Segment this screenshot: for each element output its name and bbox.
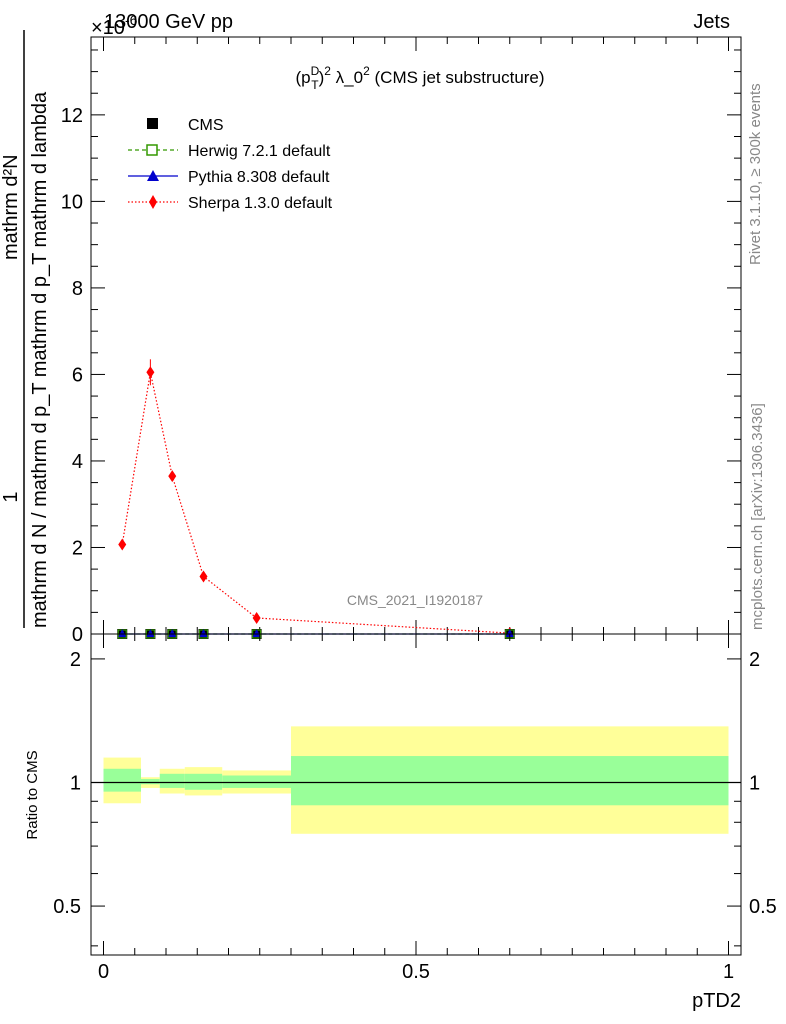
ratio-y-tick-label-right: 2 [749,649,760,671]
legend-sherpa-marker [149,195,157,209]
ratio-inner-band [222,775,291,788]
x-tick-label: 0.5 [402,961,430,983]
ylabel-numerator: 1 [0,491,22,502]
ratio-inner-band [141,778,160,785]
ratio-y-tick-label-right: 0.5 [749,896,777,918]
mcplots-label: mcplots.cern.ch [arXiv:1306.3436] [749,403,766,630]
y-tick-label: 8 [72,278,83,300]
pythia-point [118,629,127,637]
ratio-y-tick-label-left: 0.5 [53,896,81,918]
sherpa-point [118,538,127,551]
rivet-label: Rivet 3.1.10, ≥ 300k events [747,83,764,265]
sherpa-point [199,570,208,583]
main-y-tick-labels: 0 2 4 6 8 10 12 [61,105,83,646]
ylabel-top: mathrm d²N [0,154,22,260]
legend: CMS Herwig 7.2.1 default Pythia 8.308 de… [128,117,333,212]
main-y-axis-label: 1 mathrm d N / mathrm d p_T mathrm d p_T… [0,30,51,628]
ratio-y-tick-labels: 0.5 0.5 1 1 2 2 [53,649,777,918]
x-tick-label: 1 [723,961,734,983]
y-tick-label: 0 [72,624,83,646]
ratio-inner-band [103,768,141,792]
y-tick-label: 2 [72,537,83,559]
x-tick-labels: 0 0.5 1 [98,961,734,983]
pythia-point [146,629,155,637]
header-left: 13000 GeV pp [104,11,233,33]
exponent-label: ×10-6 [91,12,138,39]
legend-herwig-label: Herwig 7.2.1 default [188,143,331,160]
x-axis-label: pTD2 [692,990,741,1012]
ratio-y-tick-label-right: 1 [749,772,760,794]
legend-cms-label: CMS [188,117,224,134]
ratio-y-axis-label: Ratio to CMS [24,750,41,839]
ratio-inner-band [184,773,223,790]
ratio-y-tick-label-left: 1 [70,772,81,794]
pythia-point [252,629,261,637]
sherpa-line [121,372,510,634]
ratio-inner-band [291,756,729,806]
pythia-point [505,629,514,637]
legend-sherpa-label: Sherpa 1.3.0 default [188,195,333,212]
ratio-y-tick-label-left: 2 [70,649,81,671]
sherpa-point [252,611,261,624]
y-tick-label: 10 [61,191,83,213]
legend-pythia-label: Pythia 8.308 default [188,169,330,186]
ratio-bands-layer [91,726,741,834]
ratio-inner-band [159,773,185,788]
legend-pythia-marker [147,170,159,181]
sherpa-point [146,366,155,379]
header-right: Jets [693,11,730,33]
x-tick-label: 0 [98,961,109,983]
y-tick-label: 12 [61,105,83,127]
pythia-point [168,629,177,637]
pythia-point [199,629,208,637]
sherpa-point [168,470,177,483]
legend-herwig-marker [146,144,158,156]
ratio-axis-ticks [91,634,741,955]
chart-title: (pD T)2 λ_02 (CMS jet substructure) [295,64,544,92]
y-tick-label: 4 [72,451,83,473]
legend-cms-marker [147,118,158,129]
y-tick-label: 6 [72,364,83,386]
watermark-label: CMS_2021_I1920187 [347,592,483,608]
ylabel-denominator: mathrm d N / mathrm d p_T mathrm d p_T m… [29,91,51,628]
